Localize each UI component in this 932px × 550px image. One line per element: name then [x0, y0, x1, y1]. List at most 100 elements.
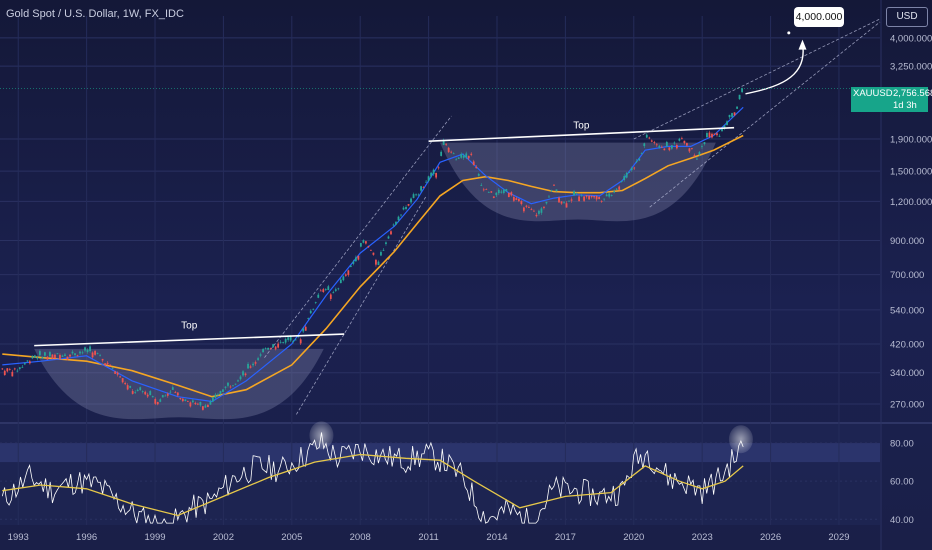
candle-body — [332, 292, 335, 294]
candle-body — [442, 140, 445, 145]
price-tick-label: 1,900.000 — [890, 135, 932, 146]
rsi-highlight-1 — [309, 421, 334, 450]
candle-body — [282, 341, 285, 343]
candle-body — [352, 261, 355, 264]
candle-body — [302, 328, 305, 332]
candle-body — [558, 197, 560, 203]
time-tick-label: 2029 — [828, 532, 849, 543]
candle-body — [166, 393, 169, 396]
candle-body — [405, 206, 407, 210]
candle-body — [334, 289, 337, 291]
candle-body — [239, 376, 242, 380]
price-tick-label: 270.000 — [890, 400, 924, 411]
candle-body — [292, 341, 295, 342]
candle-body — [51, 354, 54, 359]
candle-body — [342, 276, 345, 281]
candle-body — [121, 378, 124, 383]
candle-body — [134, 391, 137, 393]
candle-body — [620, 181, 623, 182]
candle-body — [497, 189, 500, 194]
candle-body — [114, 371, 117, 374]
rsi-line — [1, 432, 744, 524]
candle-body — [28, 361, 31, 364]
candle-body — [8, 368, 11, 370]
candle-body — [430, 172, 433, 177]
candle-body — [573, 191, 575, 196]
candle-body — [543, 206, 545, 208]
price-tick-label: 900.000 — [890, 236, 924, 247]
price-tick-label: 420.000 — [890, 339, 924, 350]
candle-body — [312, 308, 315, 310]
candle-body — [716, 133, 718, 136]
candle-body — [13, 368, 16, 370]
candle-body — [106, 362, 109, 365]
ma-fast-line — [2, 106, 744, 403]
candle-body — [420, 186, 422, 191]
candle-body — [86, 349, 89, 353]
candle-body — [605, 194, 608, 197]
candle-body — [194, 402, 197, 405]
channel-lower-1 — [296, 195, 427, 415]
candle-body — [23, 363, 26, 365]
cup-shade-1 — [34, 348, 324, 420]
candle-body — [212, 397, 214, 402]
candles — [1, 87, 743, 411]
candle-body — [337, 288, 340, 290]
candle-body — [437, 167, 440, 169]
candle-body — [377, 261, 380, 266]
last-price-value: 2,756.568 — [893, 88, 932, 99]
candle-body — [480, 184, 483, 186]
candle-body — [533, 210, 535, 212]
candle-body — [482, 189, 485, 191]
candle-body — [512, 196, 515, 201]
candle-body — [319, 290, 322, 292]
candle-body — [417, 194, 420, 196]
candle-body — [89, 346, 91, 352]
candle-body — [588, 195, 590, 200]
bar-countdown: 1d 3h — [893, 100, 917, 111]
candle-body — [242, 371, 244, 376]
price-tick-label: 1,200.000 — [890, 197, 932, 208]
candle-body — [608, 193, 611, 197]
candle-body — [149, 391, 152, 396]
candle-body — [191, 400, 194, 403]
candle-body — [392, 224, 395, 226]
candle-body — [530, 209, 533, 211]
currency-button[interactable]: USD — [886, 7, 928, 27]
candle-body — [222, 389, 224, 392]
candle-body — [583, 196, 585, 201]
candle-body — [490, 191, 493, 193]
candle-body — [64, 354, 66, 356]
candle-body — [259, 354, 262, 356]
candle-body — [683, 140, 686, 144]
candle-body — [691, 148, 693, 149]
candle-body — [465, 153, 468, 158]
candle-body — [269, 348, 272, 349]
candle-body — [99, 355, 101, 357]
candle-body — [6, 368, 9, 372]
candle-body — [640, 153, 643, 154]
candle-body — [600, 201, 603, 202]
candle-body — [227, 382, 229, 386]
candle-body — [349, 265, 352, 267]
time-tick-label: 2020 — [623, 532, 644, 543]
candle-body — [176, 392, 179, 396]
price-tick-label: 540.000 — [890, 305, 924, 316]
candle-body — [252, 363, 254, 366]
time-tick-label: 2002 — [213, 532, 234, 543]
candle-body — [660, 146, 663, 148]
candle-body — [372, 252, 375, 255]
candle-body — [36, 357, 39, 359]
time-tick-label: 2011 — [418, 532, 438, 543]
candle-body — [538, 210, 540, 214]
candle-body — [199, 402, 202, 406]
candle-body — [598, 197, 601, 200]
time-tick-label: 2014 — [486, 532, 507, 543]
candle-body — [116, 372, 119, 375]
candle-body — [618, 186, 621, 190]
candle-body — [525, 205, 528, 207]
candle-body — [49, 352, 51, 357]
candle-body — [678, 138, 681, 141]
